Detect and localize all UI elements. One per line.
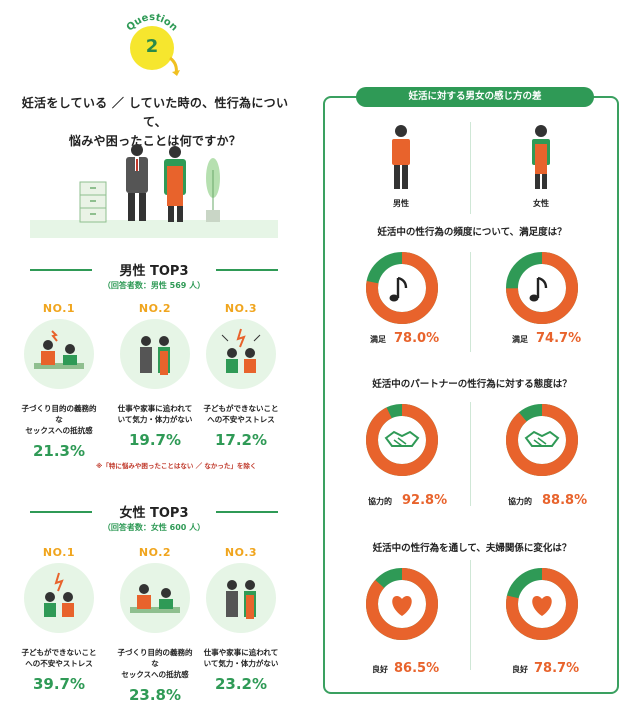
panel-question-3: 妊活中の性行為を通して、夫婦関係に変化は？ [372,543,572,554]
female-person-icon [532,125,550,189]
male-q3-percent: 86.5% [394,661,440,676]
female-rank-1: NO.1 子どもができないこと への不安やストレス 39.7% [18,546,100,693]
donut-value-segment [506,568,578,640]
divider [470,560,471,670]
rank-text: 子づくり目的の義務的な セックスへの抵抗感 [114,647,196,680]
rank-text: 仕事や家事に追われて いて気力・体力がない [114,403,196,425]
exclusion-note: ※「特に悩みや困ったことはない ／ なかった」を除く [96,462,257,470]
rank-text-line-2: いて気力・体力がない [203,659,279,668]
male-cooperation-donut [364,402,440,478]
female-q2-percent: 88.8% [542,493,588,508]
male-label: 男性 [393,199,409,208]
male-rank-1: NO.1 子づくり目的の義務的な セックスへの抵抗感 21.3% [18,302,100,460]
female-q2-label: 協力的 [508,497,532,506]
rank-text: 仕事や家事に追われて いて気力・体力がない [200,647,282,669]
rank-text-line-1: 子どもができないこと [203,404,279,413]
rank-text: 子づくり目的の義務的な セックスへの抵抗感 [18,403,100,436]
male-q1-percent: 78.0% [394,331,440,346]
divider [470,252,471,352]
rank-text-line-1: 子づくり目的の義務的な [21,404,97,424]
rank-text-line-1: 仕事や家事に追われて [117,404,193,413]
male-person-icon [392,125,410,189]
rank-number: NO.1 [42,302,76,315]
male-rank-3: NO.3 子どもができないこと への不安やストレス 17.2% [200,302,282,449]
female-cooperation-donut [504,402,580,478]
panel-question-1: 妊活中の性行為の頻度について、満足度は？ [377,227,567,238]
couple-illustration [30,130,278,238]
panel-question-2: 妊活中のパートナーの性行為に対する態度は？ [372,379,572,390]
male-q2-label: 協力的 [368,497,392,506]
rank-text-line-1: 仕事や家事に追われて [203,648,279,657]
rank-number: NO.2 [138,302,172,315]
rank-percent: 23.8% [128,686,182,704]
female-q3-percent: 78.7% [534,661,580,676]
male-satisfaction-donut [364,250,440,326]
panel-title: 妊活に対する男女の感じ方の差 [356,87,594,107]
question-text: 妊活をしている ／ していた時の、性行為について、 悩みや困ったことは何ですか？ [20,94,290,151]
rank-text-line-1: 子どもができないこと [21,648,97,657]
rank-text-line-2: への不安やストレス [207,415,275,424]
question-line-2: 悩みや困ったことは何ですか？ [68,134,242,148]
male-top3-title: 男性 TOP3 [30,260,278,280]
female-satisfaction-donut [504,250,580,326]
rank-text-line-2: セックスへの抵抗感 [121,670,189,679]
rank-number: NO.3 [224,302,258,315]
handshake-icon [384,430,420,447]
rank-illustration [120,563,190,633]
heart-icon [532,596,552,616]
donut-value-segment [366,404,438,476]
rank-number: NO.1 [42,546,76,559]
rank-text: 子どもができないこと への不安やストレス [18,647,100,669]
rank-illustration [206,563,276,633]
female-q1-label: 満足 [512,335,528,344]
rank-illustration [24,319,94,389]
male-rank-2: NO.2 仕事や家事に追われて いて気力・体力がない 19.7% [114,302,196,449]
rank-number: NO.2 [138,546,172,559]
music-note-icon [529,276,548,302]
question-line-1: 妊活をしている ／ していた時の、性行為について、 [21,96,289,129]
rank-text: 子どもができないこと への不安やストレス [200,403,282,425]
donut-value-segment [506,404,578,476]
female-q1-percent: 74.7% [536,331,582,346]
divider [470,122,471,214]
male-q3-label: 良好 [372,665,388,674]
rank-percent: 39.7% [32,675,86,693]
rank-number: NO.3 [224,546,258,559]
donut-value-segment [506,252,578,324]
female-top3-title: 女性 TOP3 [30,502,278,522]
rank-text-line-2: いて気力・体力がない [117,415,193,424]
male-respondents: （回答者数：男性 569 人） [102,281,206,290]
male-q2-percent: 92.8% [402,493,448,508]
rank-percent: 23.2% [214,675,268,693]
divider [470,402,471,506]
heart-icon [392,596,412,616]
female-label: 女性 [533,199,549,208]
male-q1-label: 満足 [370,335,386,344]
handshake-icon [524,430,560,447]
female-rank-2: NO.2 子づくり目的の義務的な セックスへの抵抗感 23.8% [114,546,196,704]
question-badge: Question [112,6,192,78]
male-relationship-donut [364,566,440,642]
music-note-icon [389,276,408,302]
rank-percent: 21.3% [32,442,86,460]
rank-illustration [206,319,276,389]
rank-illustration [120,319,190,389]
rank-illustration [24,563,94,633]
female-respondents: （回答者数：女性 600 人） [102,523,206,532]
rank-percent: 19.7% [128,431,182,449]
female-relationship-donut [504,566,580,642]
rank-text-line-1: 子づくり目的の義務的な [117,648,193,668]
donut-value-segment [366,252,438,324]
female-q3-label: 良好 [512,665,528,674]
donut-value-segment [366,568,438,640]
female-rank-3: NO.3 仕事や家事に追われて いて気力・体力がない 23.2% [200,546,282,693]
rank-text-line-2: セックスへの抵抗感 [25,426,93,435]
rank-text-line-2: への不安やストレス [25,659,93,668]
question-number: 2 [145,36,159,57]
rank-percent: 17.2% [214,431,268,449]
